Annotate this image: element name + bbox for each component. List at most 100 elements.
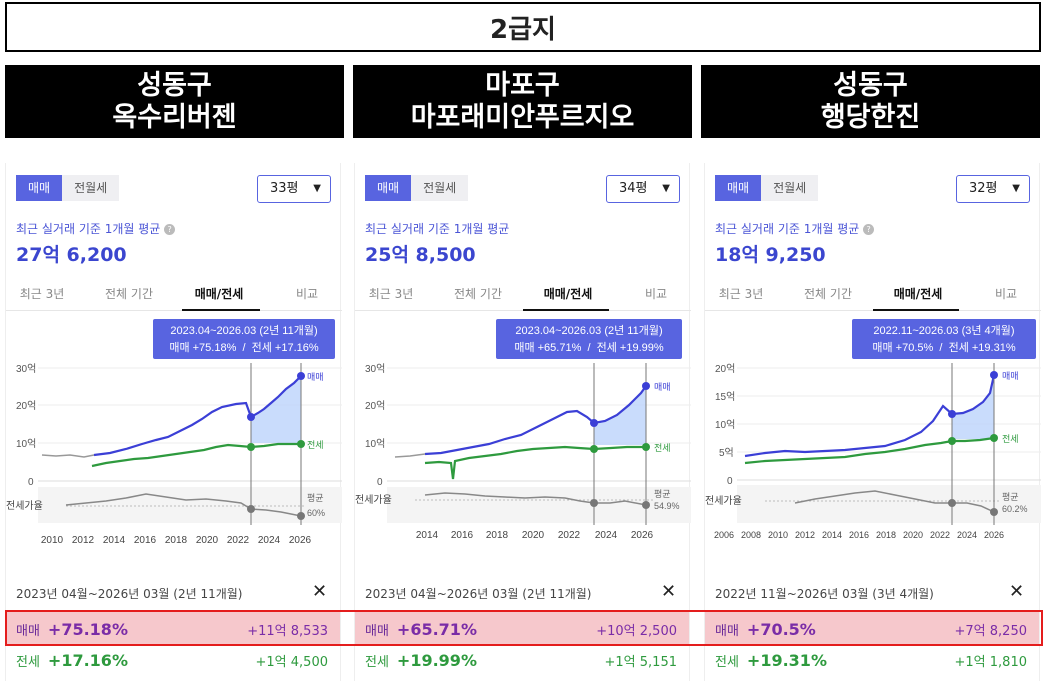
trade-highlight xyxy=(355,612,689,646)
trade-label: 매매 xyxy=(715,624,739,639)
trade-amount: +11억 8,533 xyxy=(247,624,328,639)
trade-series-line xyxy=(424,385,647,456)
trade-result-row: 매매 +65.71% +10억 2,500 xyxy=(365,620,677,639)
tab-recent-3y[interactable]: 최근 3년 xyxy=(19,287,65,301)
ratio-label: 전세가율 xyxy=(705,495,742,507)
x-tick: 2014 xyxy=(103,535,126,546)
y-tick: 30억 xyxy=(16,363,36,375)
trade-start-dot xyxy=(247,413,255,421)
tab-all-period[interactable]: 전체 기간 xyxy=(454,287,502,301)
size-select[interactable]: 33평 ▼ xyxy=(257,175,331,203)
complex-header-2: 마포구 마포래미안푸르지오 xyxy=(353,65,692,138)
summary-period: 2022년 11월~2026년 03월 (3년 4개월) xyxy=(715,587,934,601)
tab-trade-rent[interactable]: 매매/전세 xyxy=(194,287,244,301)
x-tick: 2018 xyxy=(876,530,896,540)
ratio-series-line xyxy=(65,493,302,517)
rent-toggle[interactable]: 전월세 xyxy=(761,175,819,201)
highlight-frame xyxy=(5,610,1043,646)
trade-result-row: 매매 +75.18% +11억 8,533 xyxy=(16,620,328,639)
rent-series-label: 전세 xyxy=(307,440,324,450)
x-tick: 2010 xyxy=(768,530,788,540)
rent-result-row: 전세 +19.31% +1억 1,810 xyxy=(715,651,1027,670)
ratio-end-dot xyxy=(642,501,650,509)
tab-compare[interactable]: 비교 xyxy=(295,287,319,301)
x-tick: 2006 xyxy=(714,530,734,540)
pre-trade-line xyxy=(41,454,95,458)
x-tick: 2008 xyxy=(741,530,761,540)
ratio-band xyxy=(737,485,1041,523)
tab-trade-rent[interactable]: 매매/전세 xyxy=(893,287,943,301)
region-label: 마포구 xyxy=(485,70,560,102)
y-tick: 20억 xyxy=(715,363,735,375)
tab-all-period[interactable]: 전체 기간 xyxy=(804,287,852,301)
rent-toggle[interactable]: 전월세 xyxy=(411,175,469,201)
price-panel-3: 매매 전월세 32평 ▼ 최근 실거래 기준 1개월 평균 ? 18억 9,250… xyxy=(704,163,1041,681)
complex-name: 옥수리버젠 xyxy=(112,101,237,133)
close-icon[interactable]: ✕ xyxy=(1009,581,1025,602)
y-tick: 15억 xyxy=(715,391,735,403)
complex-name: 행당한진 xyxy=(820,101,921,133)
rent-series-label: 전세 xyxy=(1002,434,1019,444)
help-icon[interactable]: ? xyxy=(863,224,875,235)
y-tick: 10억 xyxy=(16,438,36,450)
y-tick: 0 xyxy=(377,477,383,488)
trade-series-line xyxy=(93,375,302,457)
x-tick: 2020 xyxy=(196,535,219,546)
tab-recent-3y[interactable]: 최근 3년 xyxy=(718,287,764,301)
tooltip-box xyxy=(496,319,682,359)
rent-series-label: 전세 xyxy=(654,443,671,453)
complex-header-3: 성동구 행당한진 xyxy=(701,65,1040,138)
y-tick: 10억 xyxy=(715,419,735,431)
trade-percent: +75.18% xyxy=(47,620,128,639)
price-chart[interactable]: 30억 20억 10억 0 전세가율 매매 전세 평균 54.9% 2023.0… xyxy=(355,313,691,553)
summary-period: 2023년 04월~2026년 03월 (2년 11개월) xyxy=(16,587,243,601)
x-tick: 2018 xyxy=(486,530,509,541)
close-icon[interactable]: ✕ xyxy=(312,581,328,602)
trade-label: 매매 xyxy=(16,624,40,639)
x-tick: 2024 xyxy=(595,530,618,541)
rent-end-dot xyxy=(642,443,650,451)
y-tick: 0 xyxy=(727,476,733,487)
tab-underline xyxy=(182,309,260,311)
rent-start-dot xyxy=(590,445,598,453)
avg-label: 평균 xyxy=(654,489,671,499)
tab-compare[interactable]: 비교 xyxy=(644,287,668,301)
help-icon[interactable]: ? xyxy=(164,224,176,235)
price-panel-1: 매매 전월세 33평 ▼ 최근 실거래 기준 1개월 평균 ? 27억 6,200… xyxy=(5,163,342,681)
trade-percent: +65.71% xyxy=(396,620,477,639)
tab-all-period[interactable]: 전체 기간 xyxy=(105,287,153,301)
x-tick: 2024 xyxy=(258,535,281,546)
rent-toggle[interactable]: 전월세 xyxy=(62,175,120,201)
y-tick: 20억 xyxy=(365,400,385,412)
ratio-label: 전세가율 xyxy=(6,500,43,512)
tooltip-detail: 매매 +70.5% / 전세 +19.31% xyxy=(872,341,1015,354)
region-label: 성동구 xyxy=(833,70,908,102)
trade-toggle[interactable]: 매매 xyxy=(715,175,762,201)
tab-underline xyxy=(873,309,959,311)
x-tick: 2026 xyxy=(631,530,654,541)
size-select[interactable]: 34평 ▼ xyxy=(606,175,680,203)
tab-trade-rent[interactable]: 매매/전세 xyxy=(543,287,593,301)
trade-toggle[interactable]: 매매 xyxy=(16,175,63,201)
avg-ratio: 60% xyxy=(307,508,325,518)
price-chart[interactable]: 30억 20억 10억 0 전세가율 매매 전세 평균 60% 2023.04~… xyxy=(6,313,342,553)
complex-header-1: 성동구 옥수리버젠 xyxy=(5,65,344,138)
average-label: 최근 실거래 기준 1개월 평균 ? xyxy=(16,220,176,237)
tab-recent-3y[interactable]: 최근 3년 xyxy=(368,287,414,301)
tab-compare[interactable]: 비교 xyxy=(994,287,1018,301)
region-label: 성동구 xyxy=(137,70,212,102)
rent-start-dot xyxy=(247,443,255,451)
trade-percent: +70.5% xyxy=(746,620,816,639)
caret-down-icon: ▼ xyxy=(1012,183,1020,194)
trade-toggle[interactable]: 매매 xyxy=(365,175,412,201)
price-chart[interactable]: 20억 15억 10억 5억 0 전세가율 매매 전세 평균 60.2% 202… xyxy=(705,313,1041,553)
selection-area xyxy=(251,376,301,443)
ratio-end-dot xyxy=(297,512,305,520)
pre-trade-line xyxy=(394,453,426,458)
x-tick: 2014 xyxy=(822,530,842,540)
x-tick: 2018 xyxy=(165,535,188,546)
size-select[interactable]: 32평 ▼ xyxy=(956,175,1030,203)
ratio-label: 전세가율 xyxy=(355,494,392,506)
trade-label: 매매 xyxy=(365,624,389,639)
close-icon[interactable]: ✕ xyxy=(661,581,677,602)
